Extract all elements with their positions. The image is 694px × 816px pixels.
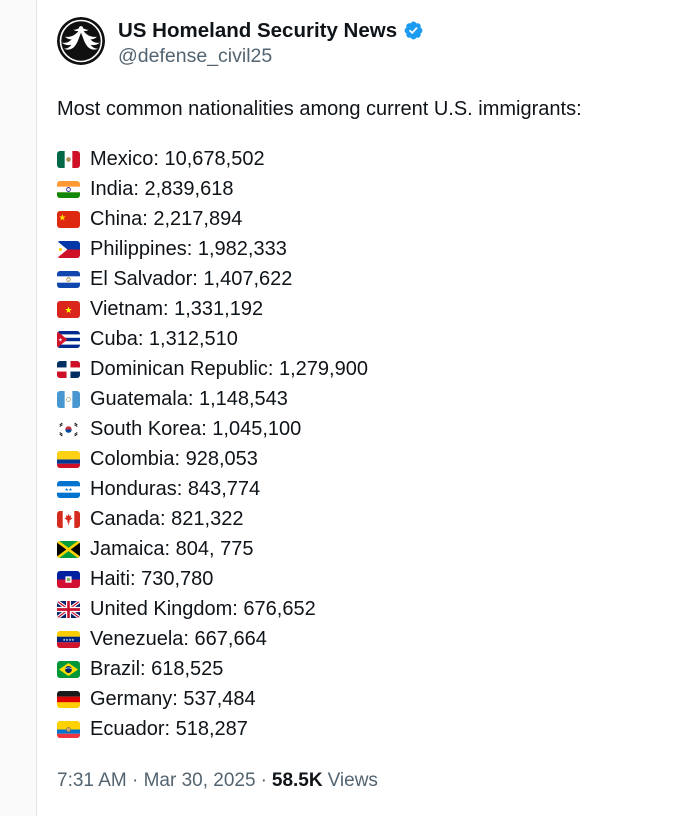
country-count-text: Ecuador: 518,287 [90, 718, 248, 740]
country-count-text: Vietnam: 1,331,192 [90, 298, 264, 320]
svg-text:★★★★: ★★★★ [63, 637, 75, 641]
country-count-text: Haiti: 730,780 [90, 568, 214, 590]
flag-mexico-icon [57, 150, 80, 168]
country-count-text: Dominican Republic: 1,279,900 [90, 358, 368, 380]
list-item: ★★ Honduras: 843,774 [57, 474, 667, 504]
list-item: South Korea: 1,045,100 [57, 414, 667, 444]
list-item: Canada: 821,322 [57, 504, 667, 534]
avatar[interactable] [57, 17, 105, 65]
country-count-text: Jamaica: 804, 775 [90, 538, 254, 560]
flag-jamaica-icon [57, 540, 80, 558]
flag-cuba-icon: ★ [57, 330, 80, 348]
list-item: Colombia: 928,053 [57, 444, 667, 474]
country-count-text: Venezuela: 667,664 [90, 628, 267, 650]
list-item: Germany: 537,484 [57, 684, 667, 714]
flag-united-kingdom-icon [57, 600, 80, 618]
list-item: India: 2,839,618 [57, 174, 667, 204]
timestamp: 7:31 AM · Mar 30, 2025 [57, 770, 256, 791]
flag-guatemala-icon [57, 390, 80, 408]
list-item: Mexico: 10,678,502 [57, 144, 667, 174]
list-item: Ecuador: 518,287 [57, 714, 667, 744]
country-count-text: Guatemala: 1,148,543 [90, 388, 288, 410]
identity-block: US Homeland Security News @defense_civil… [118, 17, 424, 68]
nationality-list: Mexico: 10,678,502 India: 2,839,618 ★ Ch… [57, 144, 667, 744]
user-handle[interactable]: @defense_civil25 [118, 45, 273, 67]
display-name[interactable]: US Homeland Security News [118, 19, 398, 42]
list-item: Haiti: 730,780 [57, 564, 667, 594]
country-count-text: China: 2,217,894 [90, 208, 243, 230]
tweet-footer: 7:31 AM · Mar 30, 2025 · 58.5K Views [57, 770, 667, 792]
list-item: United Kingdom: 676,652 [57, 594, 667, 624]
svg-text:★: ★ [65, 304, 73, 314]
country-count-text: United Kingdom: 676,652 [90, 598, 316, 620]
country-count-text: Philippines: 1,982,333 [90, 238, 287, 260]
country-count-text: Cuba: 1,312,510 [90, 328, 238, 350]
verified-badge-icon [403, 20, 424, 41]
left-gutter [0, 0, 37, 816]
flag-germany-icon [57, 690, 80, 708]
country-count-text: Germany: 537,484 [90, 688, 256, 710]
list-item: Dominican Republic: 1,279,900 [57, 354, 667, 384]
list-item: ★ Vietnam: 1,331,192 [57, 294, 667, 324]
svg-text:★: ★ [58, 337, 63, 343]
country-count-text: South Korea: 1,045,100 [90, 418, 302, 440]
country-count-text: Colombia: 928,053 [90, 448, 258, 470]
flag-ecuador-icon [57, 720, 80, 738]
country-count-text: Canada: 821,322 [90, 508, 244, 530]
list-item: ★ China: 2,217,894 [57, 204, 667, 234]
list-item: ★★★★ Venezuela: 667,664 [57, 624, 667, 654]
country-count-text: Brazil: 618,525 [90, 658, 224, 680]
country-count-text: El Salvador: 1,407,622 [90, 268, 293, 290]
flag-india-icon [57, 180, 80, 198]
flag-china-icon: ★ [57, 210, 80, 228]
flag-philippines-icon [57, 240, 80, 258]
country-count-text: India: 2,839,618 [90, 178, 234, 200]
list-item: El Salvador: 1,407,622 [57, 264, 667, 294]
flag-canada-icon [57, 510, 80, 528]
flag-dominican-republic-icon [57, 360, 80, 378]
tweet-text: Most common nationalities among current … [57, 98, 582, 120]
views-count: 58.5K [271, 770, 323, 791]
country-count-text: Honduras: 843,774 [90, 478, 261, 500]
country-count-text: Mexico: 10,678,502 [90, 148, 265, 170]
list-item: Guatemala: 1,148,543 [57, 384, 667, 414]
list-item: Brazil: 618,525 [57, 654, 667, 684]
flag-haiti-icon [57, 570, 80, 588]
svg-text:★: ★ [59, 212, 67, 222]
tweet-card: US Homeland Security News @defense_civil… [57, 17, 667, 792]
list-item: Jamaica: 804, 775 [57, 534, 667, 564]
flag-honduras-icon: ★★ [57, 480, 80, 498]
flag-venezuela-icon: ★★★★ [57, 630, 80, 648]
flag-brazil-icon [57, 660, 80, 678]
separator-dot: · [260, 770, 267, 791]
flag-el-salvador-icon [57, 270, 80, 288]
name-row: US Homeland Security News [118, 18, 424, 43]
flag-south-korea-icon [57, 420, 80, 438]
list-item: Philippines: 1,982,333 [57, 234, 667, 264]
tweet-header: US Homeland Security News @defense_civil… [57, 17, 667, 68]
list-item: ★ Cuba: 1,312,510 [57, 324, 667, 354]
flag-colombia-icon [57, 450, 80, 468]
svg-text:★★: ★★ [65, 487, 73, 492]
views-label: Views [327, 770, 378, 791]
shield-eagle-logo-icon [57, 17, 105, 65]
flag-vietnam-icon: ★ [57, 300, 80, 318]
